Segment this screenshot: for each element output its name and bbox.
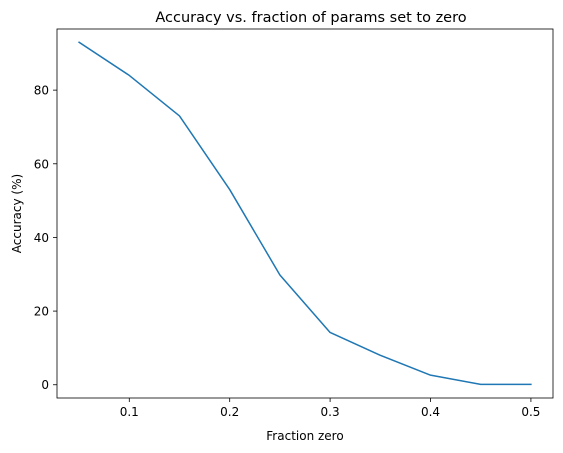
x-tick-label: 0.2	[220, 405, 239, 419]
x-tick-label: 0.3	[321, 405, 340, 419]
x-tick-label: 0.1	[120, 405, 139, 419]
y-tick-label: 20	[34, 305, 49, 319]
plot-frame	[57, 29, 553, 398]
x-tick-label: 0.5	[521, 405, 540, 419]
series-line-0	[79, 42, 531, 384]
y-tick-label: 60	[34, 157, 49, 171]
y-tick-label: 0	[41, 378, 49, 392]
y-axis: 0 20 40 60 80	[34, 84, 57, 393]
y-axis-label: Accuracy (%)	[10, 174, 24, 253]
x-axis-label: Fraction zero	[266, 429, 343, 443]
series-layer	[79, 42, 531, 384]
x-tick-label: 0.4	[421, 405, 440, 419]
x-axis: 0.1 0.2 0.3 0.4 0.5	[120, 398, 541, 419]
y-tick-label: 80	[34, 84, 49, 98]
chart-title: Accuracy vs. fraction of params set to z…	[155, 10, 466, 26]
y-tick-label: 40	[34, 231, 49, 245]
